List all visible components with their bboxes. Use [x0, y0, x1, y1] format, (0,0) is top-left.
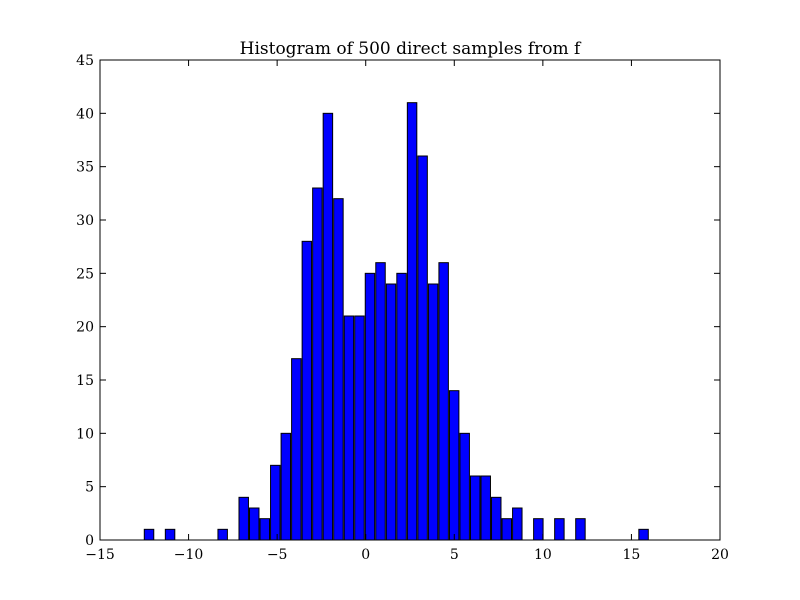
histogram-bar [554, 518, 565, 541]
histogram-bar [270, 464, 281, 541]
histogram-bar [501, 518, 513, 541]
histogram-bar [427, 283, 439, 541]
histogram-bar [512, 507, 523, 541]
histogram-bar [448, 390, 460, 541]
x-tick-label: 0 [361, 547, 370, 563]
histogram-bar [375, 262, 386, 541]
x-tick-label: −15 [85, 547, 115, 563]
histogram-bar [238, 496, 249, 541]
histogram-bar [354, 315, 365, 541]
y-tick-label: 25 [76, 266, 94, 282]
y-tick-label: 5 [85, 480, 94, 496]
histogram-bar [143, 528, 155, 541]
histogram-bar [396, 272, 407, 541]
histogram-bar [333, 198, 344, 541]
y-tick-label: 45 [76, 53, 94, 69]
histogram-bar [322, 112, 334, 541]
histogram-bar [291, 358, 302, 541]
y-tick-label: 35 [76, 160, 94, 176]
ticks-group: −15 −10 −5 0 5 10 15 20 0 5 10 15 20 25 30 35 40 45 [76, 53, 729, 563]
chart-title: Histogram of 500 direct samples from f [240, 39, 582, 59]
y-tick-label: 15 [76, 373, 94, 389]
histogram-bar [417, 155, 428, 541]
histogram-bar [459, 432, 470, 541]
histogram-bar [217, 528, 228, 541]
x-tick-label: −5 [267, 547, 288, 563]
histogram-bar [301, 240, 313, 541]
histogram-bar [385, 283, 397, 541]
histogram-bar [249, 507, 260, 541]
histogram-bar [638, 528, 649, 541]
histogram-bar [364, 272, 376, 541]
histogram-bar [469, 475, 481, 541]
histogram-bar [533, 518, 544, 541]
plot-frame [99, 59, 721, 541]
x-tick-label: 15 [623, 547, 641, 563]
x-tick-label: 10 [534, 547, 552, 563]
y-tick-label: 40 [76, 106, 94, 122]
y-tick-label: 0 [85, 533, 94, 549]
histogram-bar [312, 187, 323, 541]
histogram-bar [343, 315, 355, 541]
bars-group [143, 102, 649, 541]
y-tick-label: 20 [76, 320, 94, 336]
x-tick-label: −10 [174, 547, 204, 563]
histogram-bar [438, 262, 449, 541]
histogram-bar [491, 496, 502, 541]
histogram-bar [259, 518, 270, 541]
histogram-bar [575, 518, 586, 541]
histogram-bar [406, 102, 418, 541]
histogram-bar [280, 432, 292, 541]
histogram-bar [480, 475, 491, 541]
x-tick-label: 5 [450, 547, 459, 563]
histogram-bar [164, 528, 176, 541]
x-tick-label: 20 [711, 547, 729, 563]
y-tick-label: 10 [76, 426, 94, 442]
y-tick-label: 30 [76, 213, 94, 229]
